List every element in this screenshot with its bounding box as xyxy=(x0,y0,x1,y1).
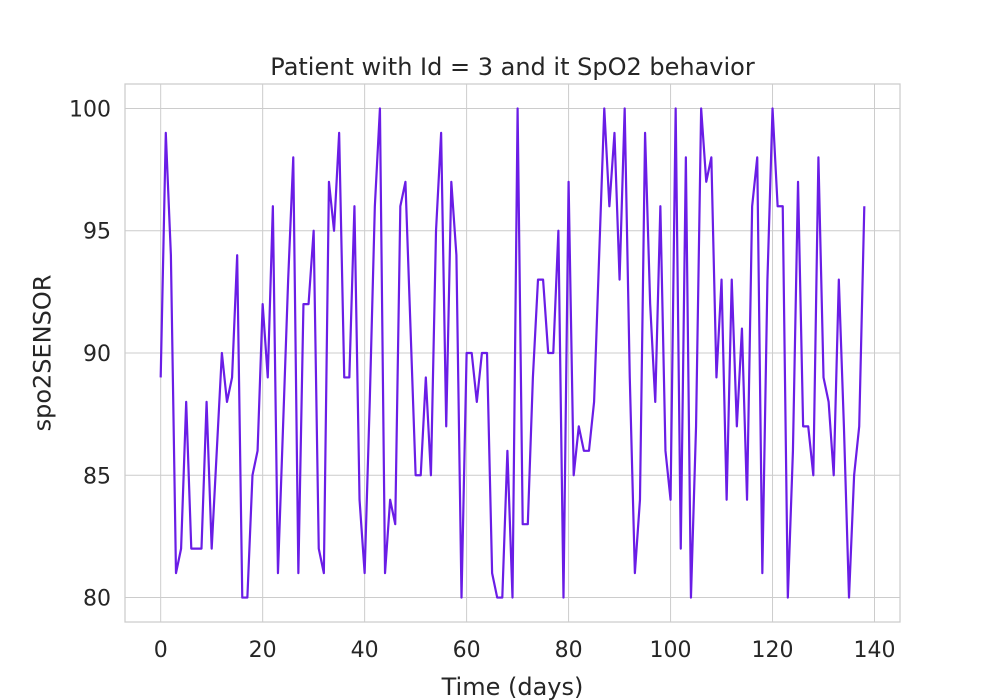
x-tick-label: 120 xyxy=(752,638,794,663)
x-tick-label: 20 xyxy=(249,638,277,663)
x-tick-label: 80 xyxy=(555,638,583,663)
x-tick-label: 140 xyxy=(854,638,896,663)
plot-area-frame xyxy=(124,83,901,623)
x-tick-label: 100 xyxy=(650,638,692,663)
y-axis-label: spo2SENSOR xyxy=(28,275,56,432)
y-tick-label: 95 xyxy=(83,220,111,245)
x-tick-label: 0 xyxy=(154,638,168,663)
y-tick-label: 85 xyxy=(83,464,111,489)
y-tick-label: 80 xyxy=(83,587,111,612)
spo2-series-line xyxy=(159,107,866,599)
series-layer xyxy=(159,107,866,599)
chart-title: Patient with Id = 3 and it SpO2 behavior xyxy=(270,53,755,81)
y-tick-label: 100 xyxy=(69,97,111,122)
x-axis-label: Time (days) xyxy=(441,673,584,700)
tick-labels: 0 20 40 60 80 100 120 140 80 85 90 95 100 xyxy=(69,97,896,663)
x-tick-label: 60 xyxy=(453,638,481,663)
x-tick-label: 40 xyxy=(351,638,379,663)
y-tick-label: 90 xyxy=(83,342,111,367)
